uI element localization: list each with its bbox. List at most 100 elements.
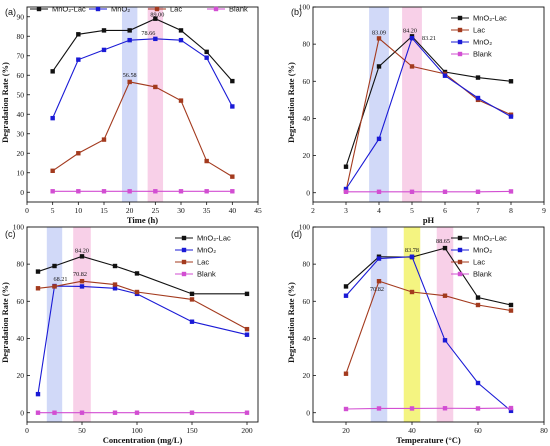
- data-point: [475, 302, 481, 308]
- data-point: [112, 282, 118, 287]
- data-point: [52, 263, 57, 269]
- data-point: [204, 189, 209, 194]
- x-tick-label: 60: [474, 426, 482, 435]
- x-tick-label: 0: [25, 426, 29, 435]
- data-point: [409, 254, 415, 259]
- data-point: [50, 168, 55, 173]
- data-point: [178, 98, 184, 103]
- highlight-band: [370, 227, 388, 422]
- data-label: 83.09: [372, 29, 386, 36]
- y-tick-label: 20: [303, 151, 311, 160]
- y-tick-label: 90: [17, 12, 25, 21]
- data-point: [376, 36, 382, 41]
- data-point: [112, 263, 118, 269]
- x-tick-label: 35: [203, 206, 211, 215]
- data-point: [244, 410, 250, 415]
- data-point: [409, 64, 415, 69]
- legend-swatch-marker: [457, 271, 463, 277]
- data-point: [508, 189, 514, 194]
- y-tick-label: 30: [17, 129, 25, 138]
- data-point: [178, 28, 184, 33]
- legend-swatch-marker: [213, 6, 219, 12]
- series-line: [52, 38, 233, 119]
- data-point: [153, 16, 158, 21]
- data-point: [343, 293, 349, 298]
- y-tick-label: 40: [17, 334, 25, 343]
- series-line: [345, 37, 512, 190]
- data-point: [343, 284, 349, 289]
- legend-entry: Lac: [170, 5, 182, 14]
- data-point: [442, 406, 448, 411]
- data-point: [376, 256, 382, 261]
- data-point: [244, 326, 250, 332]
- y-tick-label: 80: [303, 260, 311, 269]
- data-point: [508, 114, 514, 119]
- legend-entry: MnO₂: [197, 246, 216, 255]
- data-point: [475, 406, 481, 411]
- data-point: [508, 405, 514, 411]
- x-tick-label: 2: [311, 206, 315, 215]
- y-tick-label: 40: [303, 114, 311, 123]
- x-tick-label: 8: [509, 206, 513, 215]
- highlight-band: [369, 7, 389, 202]
- y-tick-label: 20: [17, 371, 25, 380]
- data-point: [376, 64, 382, 69]
- data-point: [35, 286, 41, 291]
- y-tick-label: 60: [303, 297, 311, 306]
- y-tick-label: 0: [306, 408, 310, 417]
- data-point: [343, 371, 349, 376]
- x-axis-label: Concentration (mg/L): [103, 435, 183, 445]
- legend: MnO₂-Lac Lac MnO₂ Blank: [451, 14, 507, 59]
- series-line: [345, 247, 512, 306]
- x-tick-label: 100: [131, 426, 143, 435]
- legend: MnO₂-Lac MnO₂ Lac Blank: [175, 234, 231, 279]
- y-tick-label: 0: [20, 188, 24, 197]
- y-axis-label: Degradation Rate (%): [286, 282, 296, 363]
- legend-swatch-marker: [154, 6, 160, 12]
- data-point: [134, 289, 140, 295]
- legend-entry: Blank: [197, 270, 216, 279]
- legend-swatch-marker: [181, 247, 187, 253]
- legend-entry: MnO₂-Lac: [473, 234, 507, 243]
- x-tick-label: 150: [186, 426, 198, 435]
- data-point: [442, 245, 448, 251]
- x-tick-label: 7: [476, 206, 480, 215]
- panel-a-time: 0 5 10 15 20 25 30 35 40 45 0 10 20 30 40 50 60 70 80 90 Tim…: [0, 5, 262, 225]
- series-line: [37, 280, 248, 330]
- series-line: [52, 81, 233, 178]
- data-point: [76, 32, 81, 37]
- y-tick-label: 40: [17, 110, 25, 119]
- y-tick-label: 50: [17, 90, 25, 99]
- legend: MnO₂-Lac MnO₂ Lac Blank: [451, 234, 507, 279]
- legend-swatch-marker: [181, 259, 187, 265]
- data-point: [101, 28, 107, 33]
- legend-entry: Lac: [473, 26, 485, 35]
- data-point: [442, 293, 448, 298]
- data-point: [204, 55, 209, 60]
- data-point: [101, 137, 107, 142]
- data-label: 78.66: [141, 30, 155, 37]
- x-tick-label: 3: [344, 206, 348, 215]
- x-tick-label: 0: [25, 206, 29, 215]
- panel-label: (b): [291, 7, 302, 17]
- plot-frame: [312, 226, 545, 423]
- data-label: 83.78: [405, 247, 419, 254]
- series-line: [37, 285, 248, 395]
- data-point: [79, 278, 85, 284]
- data-point: [50, 115, 55, 121]
- data-point: [52, 410, 57, 415]
- y-tick-label: 0: [20, 408, 24, 417]
- x-axis-label: Time (h): [127, 215, 158, 225]
- panel-label: (c): [5, 229, 16, 239]
- x-tick-label: 40: [229, 206, 237, 215]
- series-line: [345, 35, 512, 167]
- data-point: [153, 84, 158, 90]
- data-point: [409, 406, 415, 411]
- data-point: [475, 380, 481, 386]
- x-tick-label: 45: [254, 206, 262, 215]
- data-point: [343, 186, 349, 192]
- x-tick-label: 9: [542, 206, 546, 215]
- data-point: [127, 189, 132, 194]
- data-point: [79, 254, 85, 259]
- x-tick-label: 30: [177, 206, 185, 215]
